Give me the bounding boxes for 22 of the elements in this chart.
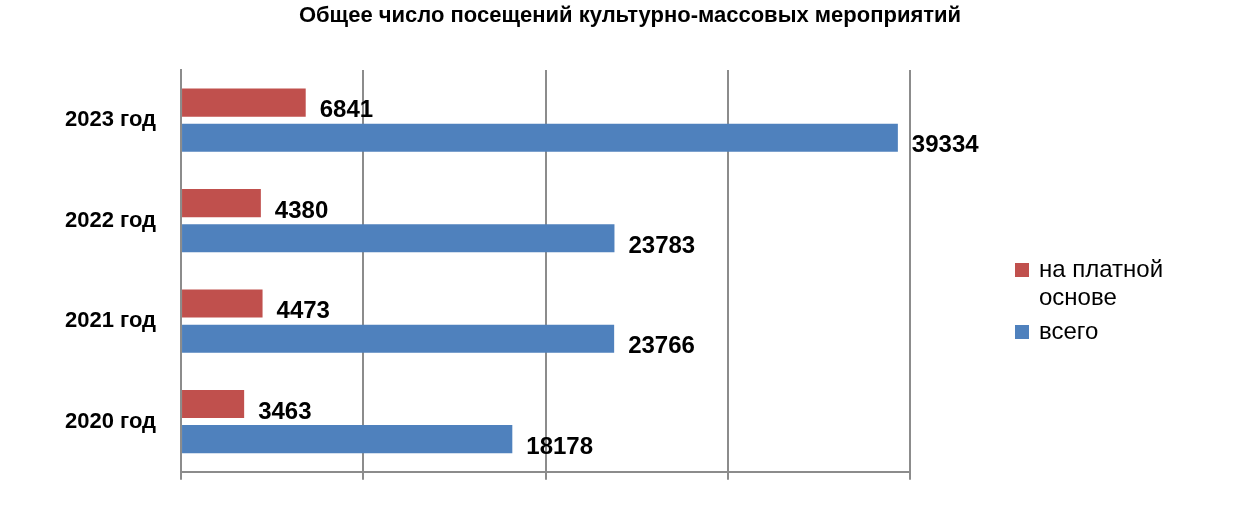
bar [182, 224, 615, 253]
bar [182, 123, 898, 152]
bar [182, 88, 306, 117]
y-tick-label: 2023 год [64, 106, 157, 132]
y-tick-label: 2022 год [64, 206, 157, 232]
legend-label: всего [1039, 317, 1099, 345]
data-label: 6841 [319, 95, 374, 123]
bar [182, 189, 261, 218]
data-label: 39334 [911, 130, 980, 158]
bar [182, 324, 615, 353]
y-tick-label: 2021 год [64, 307, 157, 333]
bar [182, 389, 245, 419]
data-label: 18178 [526, 431, 594, 459]
bar [182, 425, 513, 454]
data-label: 4380 [274, 195, 329, 223]
chart-title: Общее число посещений культурно-массовых мероприятий [297, 2, 963, 28]
data-label: 23783 [628, 230, 696, 258]
y-tick-label: 2020 год [64, 407, 157, 433]
bar [182, 289, 263, 318]
data-label: 4473 [276, 296, 330, 324]
data-label: 23766 [628, 331, 695, 359]
data-label: 3463 [258, 396, 312, 424]
